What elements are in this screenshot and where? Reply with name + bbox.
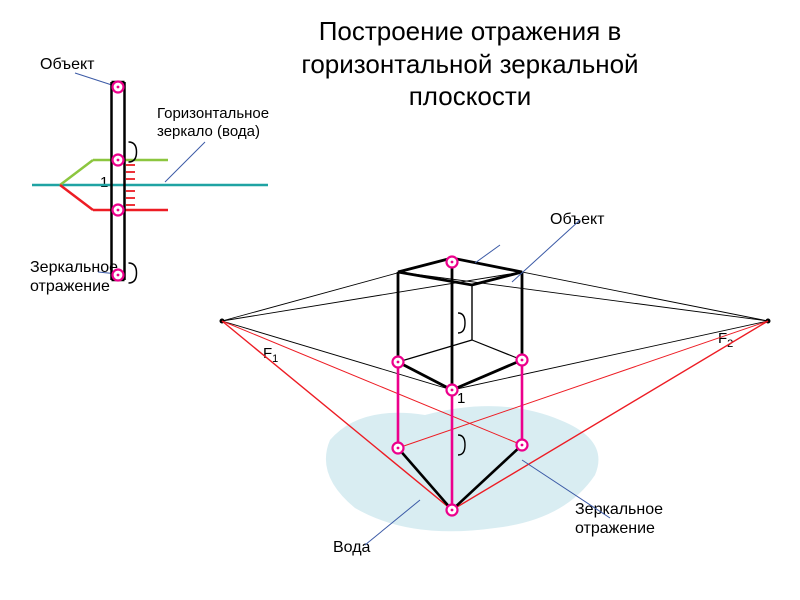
- diagram-svg: [0, 0, 800, 600]
